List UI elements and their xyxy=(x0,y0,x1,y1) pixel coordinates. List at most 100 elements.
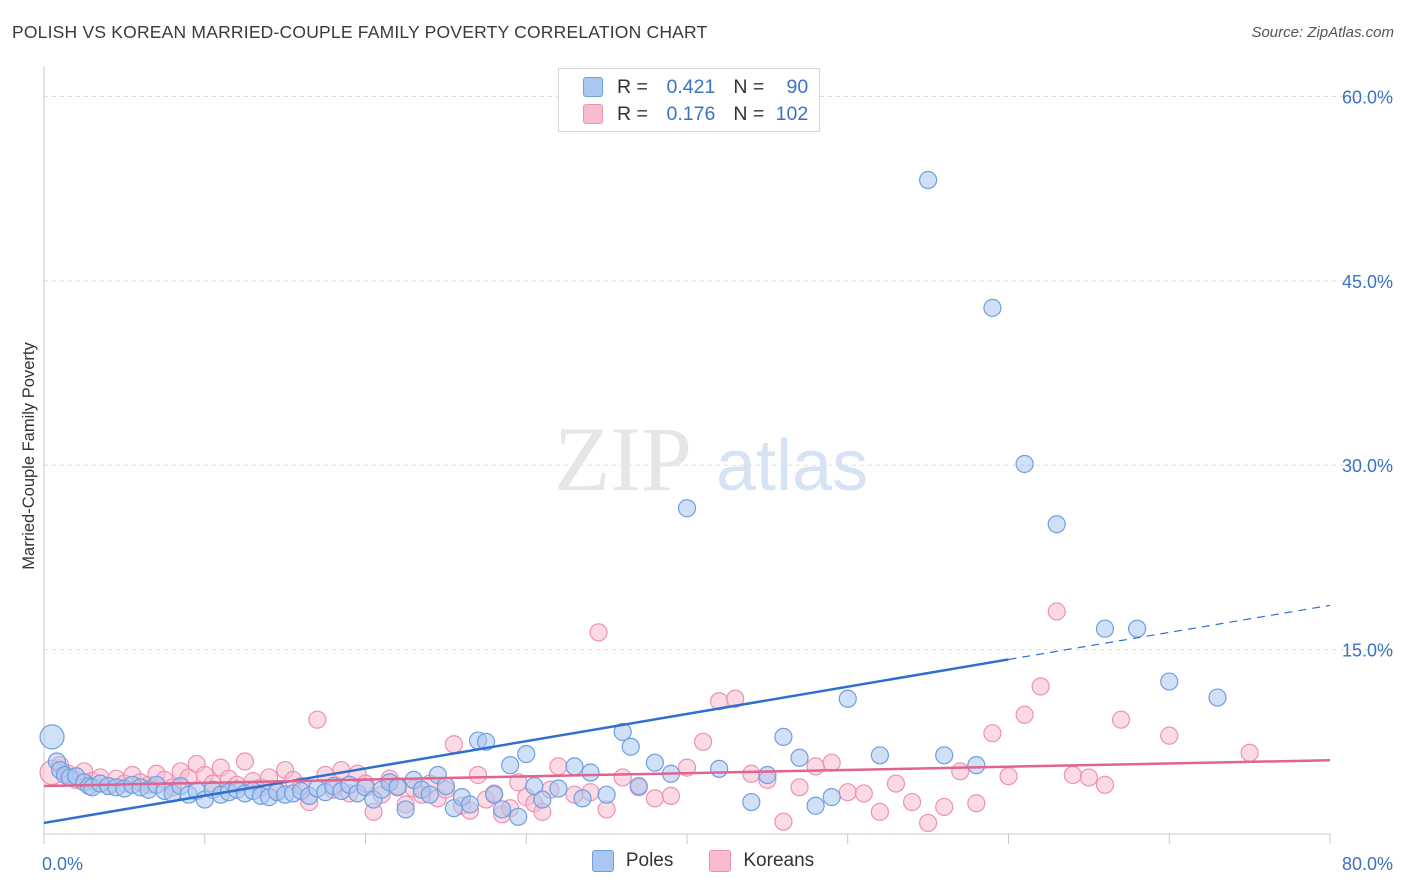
y-tick-label: 15.0% xyxy=(1342,641,1393,661)
poles-point xyxy=(774,727,793,746)
stats-legend: R = 0.421 N = 90 R = 0.176 N = 102 xyxy=(558,68,820,132)
x-tick-label: 80.0% xyxy=(1342,854,1393,874)
koreans-point xyxy=(726,689,745,708)
gridlines xyxy=(44,95,1392,651)
koreans-point xyxy=(1031,677,1050,696)
koreans-point xyxy=(967,794,986,813)
poles-point xyxy=(1208,688,1227,707)
watermark-zip: ZIP xyxy=(554,408,692,510)
y-tick-label: 45.0% xyxy=(1342,272,1393,292)
poles-point xyxy=(742,792,761,812)
koreans-point xyxy=(1063,765,1082,785)
poles-point xyxy=(621,737,640,756)
koreans-point xyxy=(935,797,954,817)
koreans-point xyxy=(742,764,761,783)
koreans-point xyxy=(1095,775,1115,794)
legend-r-value: 0.421 xyxy=(666,75,716,98)
legend-item-poles[interactable]: Poles xyxy=(591,850,674,872)
koreans-point xyxy=(886,774,906,793)
legend-r-label: R = xyxy=(617,75,648,98)
watermark: ZIP atlas xyxy=(554,408,868,510)
legend-r-value: 0.176 xyxy=(666,102,716,125)
koreans-point xyxy=(1160,726,1179,745)
poles-point xyxy=(806,796,825,815)
koreans-point xyxy=(308,710,327,729)
poles-point xyxy=(822,788,841,807)
poles-point xyxy=(549,779,568,798)
poles-point xyxy=(629,776,648,796)
y-tick-label: 60.0% xyxy=(1342,87,1393,107)
watermark-atlas: atlas xyxy=(716,426,868,506)
poles-point xyxy=(493,800,512,819)
axes xyxy=(43,66,1331,844)
poles-point xyxy=(525,776,544,796)
poles-point xyxy=(517,744,536,764)
tick-labels: 15.0% 30.0% 45.0% 60.0% 0.0% 80.0% xyxy=(42,87,1393,874)
koreans-point xyxy=(549,757,568,776)
legend-n-value: 90 xyxy=(786,75,809,98)
koreans-point xyxy=(1079,768,1098,787)
poles-point xyxy=(790,748,809,767)
poles-point xyxy=(1047,515,1066,534)
poles-trendline-extension xyxy=(1008,604,1331,661)
koreans-point xyxy=(854,784,873,803)
koreans-point xyxy=(790,778,809,797)
poles-point xyxy=(597,785,616,804)
koreans-point xyxy=(444,735,464,754)
legend-n-label: N = xyxy=(733,75,765,98)
poles-legend-label: Poles xyxy=(625,850,674,871)
poles-point xyxy=(1095,619,1115,638)
legend-row-poles: R = 0.421 N = 90 xyxy=(583,75,808,99)
legend-row-koreans: R = 0.176 N = 102 xyxy=(583,102,808,126)
koreans-point xyxy=(468,765,488,785)
trendlines xyxy=(43,604,1331,825)
poles-point xyxy=(1015,454,1034,474)
koreans-point xyxy=(661,786,681,805)
koreans-legend-label: Koreans xyxy=(743,850,815,871)
poles-point xyxy=(573,789,592,808)
poles-point xyxy=(420,785,439,804)
x-tick-label: 0.0% xyxy=(42,854,83,874)
koreans-point xyxy=(870,802,890,821)
y-axis-label: Married-Couple Family Poverty xyxy=(20,342,38,570)
poles-point xyxy=(485,785,504,804)
koreans-point xyxy=(1240,743,1259,762)
koreans-point xyxy=(951,762,970,781)
poles-trendline xyxy=(43,658,1009,825)
poles-point xyxy=(613,722,632,742)
koreans-point xyxy=(693,732,713,751)
series-legend: Poles Koreans xyxy=(0,850,1406,872)
poles-point xyxy=(677,499,697,518)
koreans-point xyxy=(983,724,1002,743)
koreans-point xyxy=(774,812,793,831)
poles-legend-swatch xyxy=(591,850,614,872)
legend-r-label: R = xyxy=(617,102,648,125)
koreans-point xyxy=(999,767,1018,786)
poles-point xyxy=(870,746,890,765)
poles-point xyxy=(460,795,480,814)
poles-point xyxy=(838,689,857,708)
koreans-point xyxy=(235,752,255,771)
poles-point xyxy=(509,807,528,826)
koreans-point xyxy=(806,757,825,776)
poles-point xyxy=(935,746,954,765)
poles-point xyxy=(501,756,520,775)
legend-item-koreans[interactable]: Koreans xyxy=(709,850,814,872)
poles-point xyxy=(436,776,455,796)
koreans-point xyxy=(589,623,608,642)
poles-point xyxy=(396,800,415,819)
poles-point xyxy=(533,790,552,809)
poles-point xyxy=(645,753,664,772)
source-credit: Source: ZipAtlas.com xyxy=(1251,24,1394,41)
koreans-swatch xyxy=(583,104,603,124)
koreans-point xyxy=(1015,705,1034,724)
poles-point xyxy=(565,757,584,776)
poles-point xyxy=(919,170,938,190)
poles-swatch xyxy=(583,77,603,97)
koreans-legend-swatch xyxy=(709,850,732,872)
y-tick-label: 30.0% xyxy=(1342,456,1393,476)
poles-point xyxy=(710,759,729,778)
poles-point xyxy=(758,765,777,785)
poles-point xyxy=(983,298,1002,317)
